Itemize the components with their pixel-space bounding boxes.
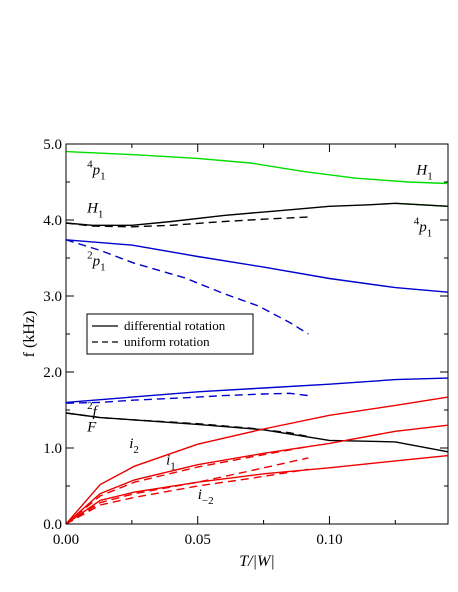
annotation-p1-2: 2p1 — [87, 250, 106, 274]
annotation-F: F — [86, 419, 97, 435]
series-line-11 — [65, 424, 449, 525]
series-line-5 — [65, 239, 309, 335]
annotation-i2: i2 — [129, 436, 139, 456]
axes-layer: 0.00 0.05 0.10 0.0 1.0 2.0 3.0 4.0 5.0 — [43, 137, 448, 548]
legend: differential rotation uniform rotation — [86, 313, 254, 355]
x-axis-label: T/|W| — [239, 553, 274, 570]
series-line-4 — [65, 239, 449, 293]
series-line-10 — [65, 396, 449, 525]
annotation-h1-mid: H1 — [86, 200, 103, 220]
y-tick-label-1: 1.0 — [43, 441, 62, 457]
annotation-f-2: 2f — [87, 400, 99, 420]
annotation-i-2: i−2 — [198, 487, 214, 507]
series-line-15 — [65, 468, 309, 525]
series-layer — [65, 150, 449, 525]
x-tick-label-2: 0.10 — [316, 532, 342, 548]
series-line-2 — [65, 202, 449, 227]
legend-label-uniform: uniform rotation — [124, 334, 210, 349]
y-tick-label-2: 2.0 — [43, 365, 62, 381]
y-tick-label-5: 5.0 — [43, 137, 62, 153]
annotation-i1: i1 — [166, 453, 176, 473]
legend-box — [86, 313, 254, 355]
series-line-6 — [65, 377, 449, 404]
x-tick-label-1: 0.05 — [185, 532, 211, 548]
annotation-h1-top: H1 — [415, 162, 432, 182]
series-line-14 — [65, 457, 309, 525]
series-line-3 — [65, 216, 309, 228]
series-line-13 — [65, 445, 309, 525]
series-line-7 — [65, 392, 309, 404]
y-tick-label-0: 0.0 — [43, 517, 62, 533]
y-tick-label-3: 3.0 — [43, 289, 62, 305]
legend-label-differential: differential rotation — [124, 318, 226, 333]
series-line-12 — [65, 454, 449, 525]
annotation-p1-4-left: 4p1 — [87, 158, 106, 182]
y-tick-label-4: 4.0 — [43, 213, 62, 229]
series-line-9 — [65, 412, 309, 438]
y-axis-label: f (kHz) — [21, 311, 38, 358]
x-tick-label-0: 0.00 — [53, 532, 79, 548]
series-line-0 — [65, 150, 449, 185]
annotation-p1-4-right: 4p1 — [414, 215, 433, 239]
